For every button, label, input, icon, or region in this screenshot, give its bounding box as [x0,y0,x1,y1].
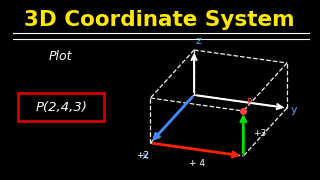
Text: + 4: + 4 [189,159,205,168]
Text: 3D Coordinate System: 3D Coordinate System [24,10,295,30]
FancyBboxPatch shape [19,93,104,121]
Text: P: P [246,98,251,107]
Text: Plot: Plot [48,50,72,63]
Text: P(2,4,3): P(2,4,3) [35,100,87,114]
Text: +3: +3 [252,129,266,138]
Text: z: z [196,36,202,46]
Text: y: y [291,105,297,115]
Text: x: x [141,151,148,161]
Text: +2: +2 [136,151,149,160]
